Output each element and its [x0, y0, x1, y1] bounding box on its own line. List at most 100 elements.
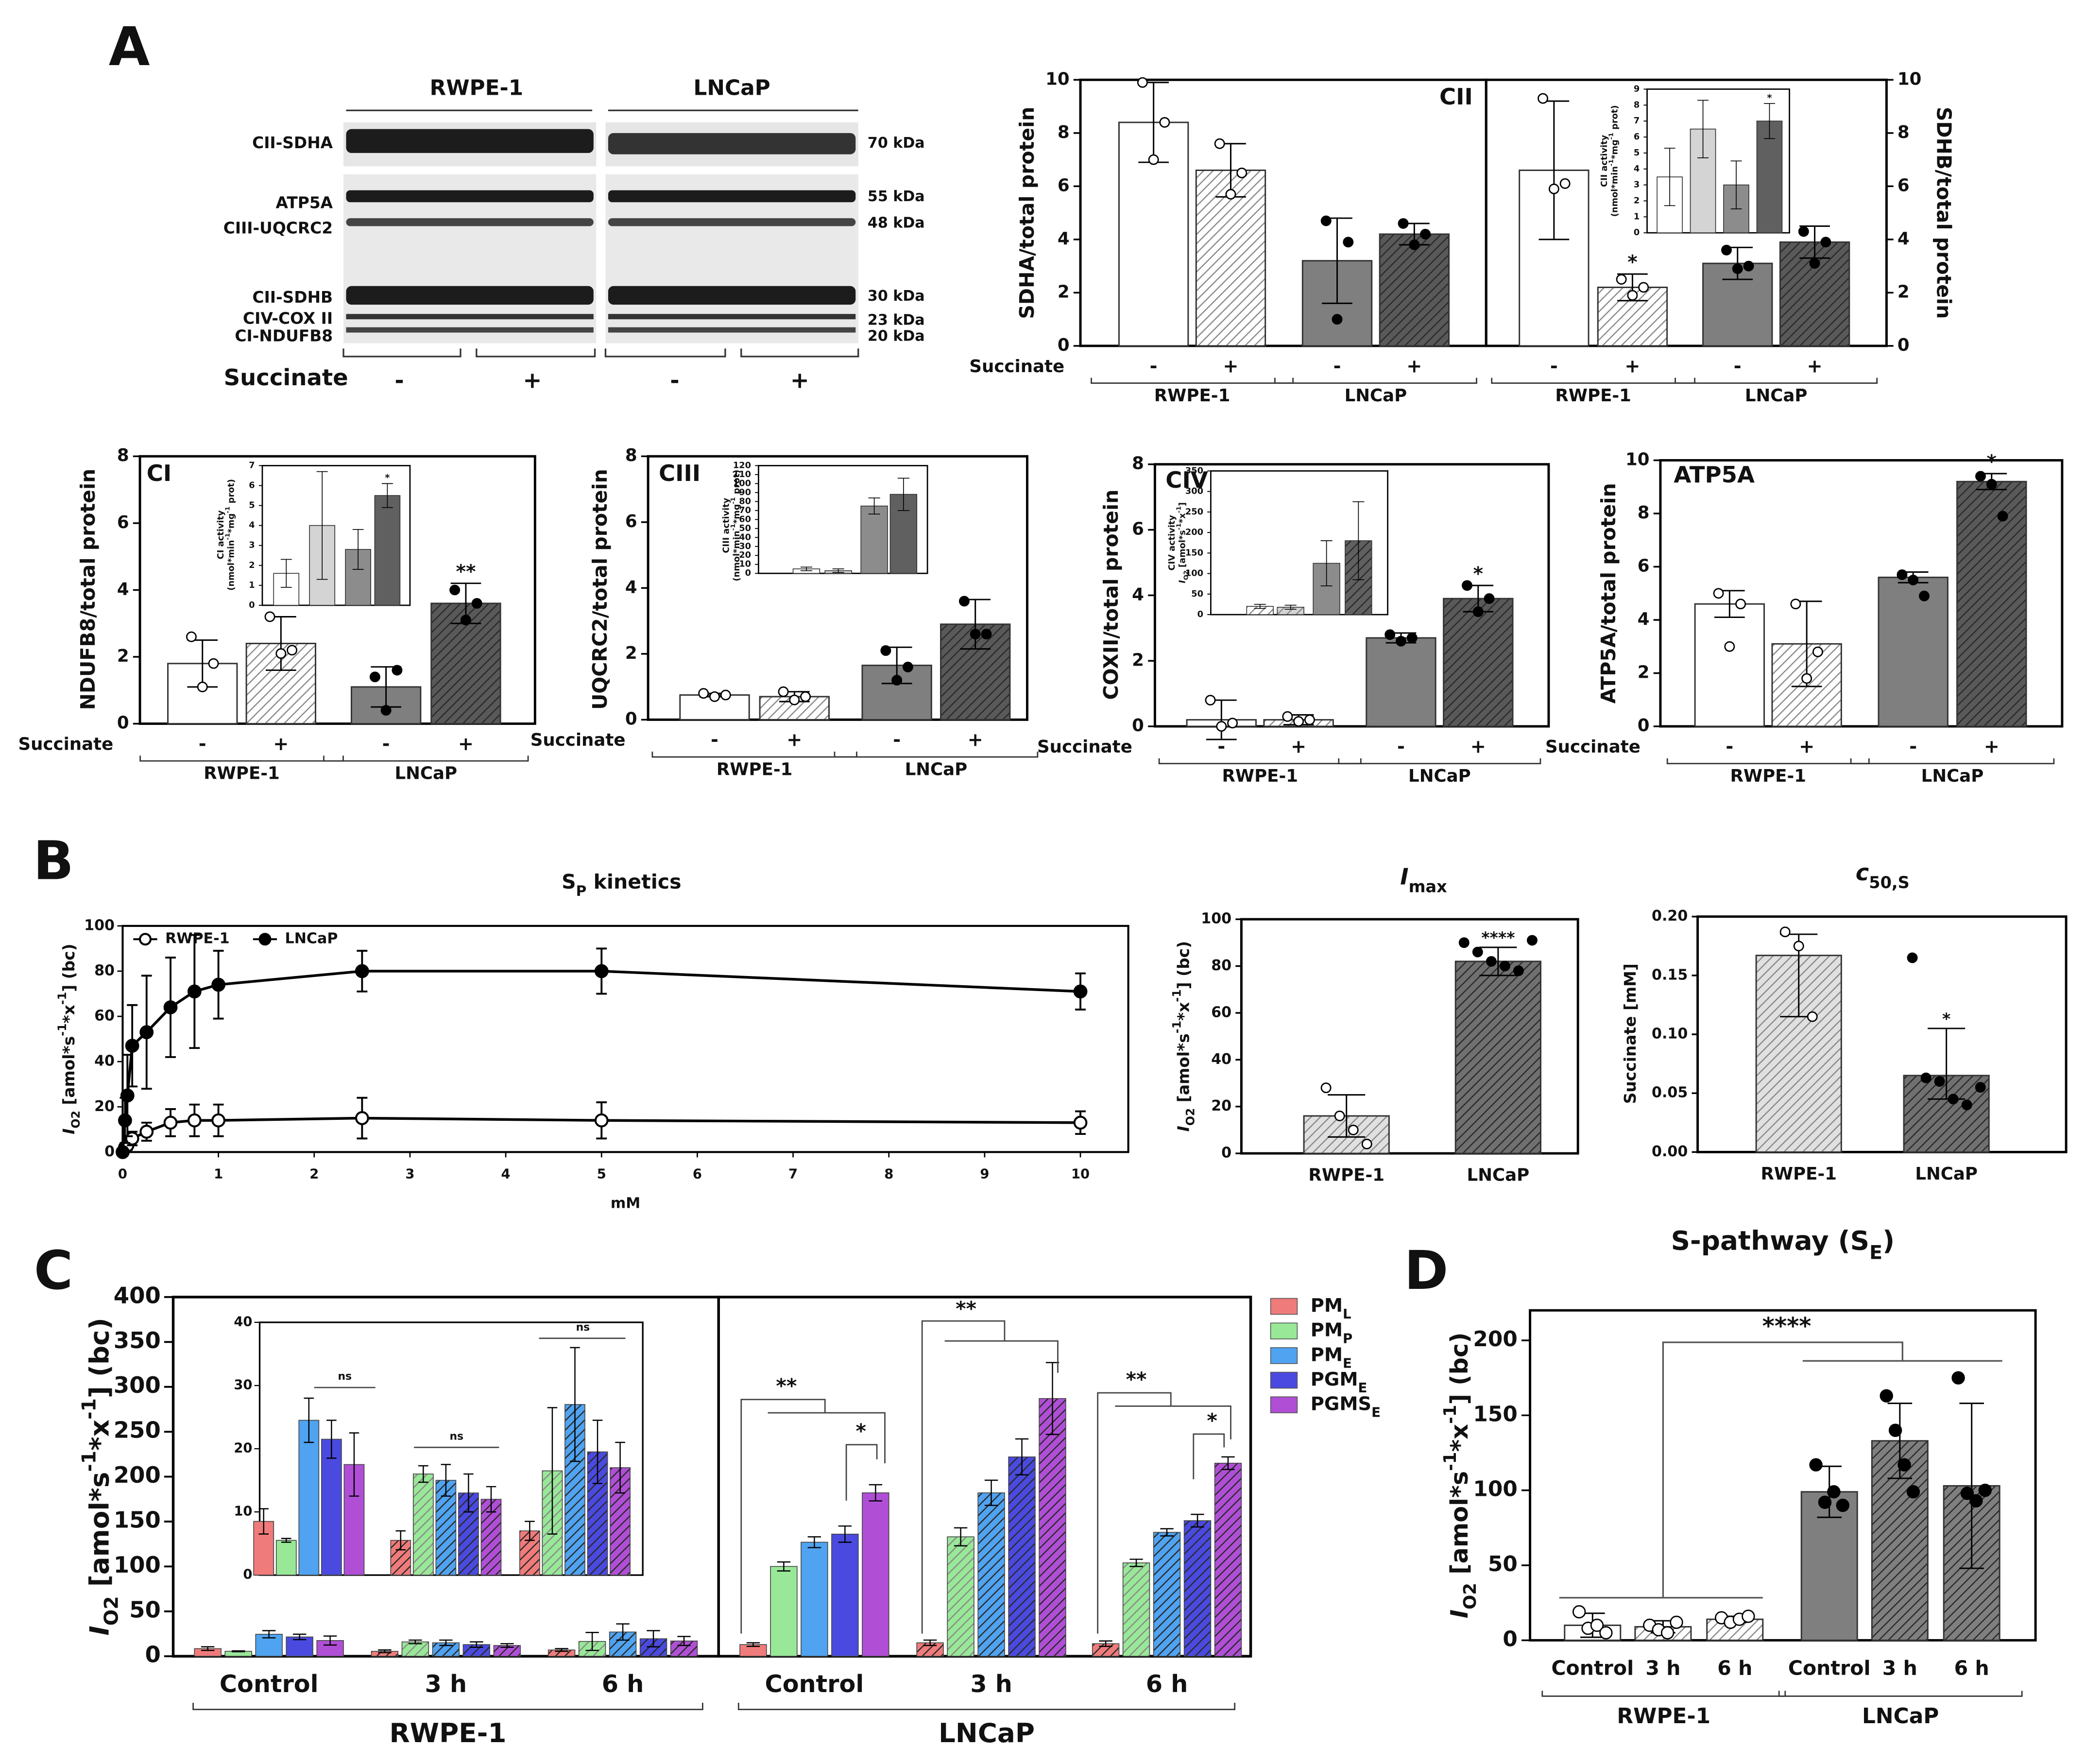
x-axis-label: Succinate: [1037, 737, 1132, 757]
text-part: -1: [78, 1451, 100, 1472]
group-label: RWPE-1: [717, 759, 793, 779]
group-bracket: [1778, 1691, 2023, 1697]
data-point: [1073, 984, 1088, 999]
data-point: [1559, 178, 1571, 189]
bar: [862, 1492, 889, 1657]
x-tick-label: +: [458, 733, 474, 755]
x-tick-label: -: [1550, 355, 1558, 377]
y-axis-label: (nmol*min-1*mg-1 prot): [1607, 105, 1620, 217]
group-label: RWPE-1: [204, 764, 280, 784]
data-point: [208, 658, 219, 669]
y-tick-label: 2: [1058, 282, 1070, 302]
text-part: [amol*s: [1177, 530, 1187, 570]
group-label: LNCaP: [905, 759, 968, 779]
significance: **: [956, 1297, 976, 1320]
text-part: *x: [1177, 513, 1187, 523]
text-part: *x: [84, 1420, 115, 1451]
legend-label: PME: [1311, 1344, 1352, 1371]
y-tick-label: 2: [117, 646, 129, 666]
data-point: [1779, 926, 1791, 938]
data-point: [1721, 244, 1732, 256]
data-point: [1334, 1111, 1345, 1121]
y-tick-label: 5: [1634, 148, 1640, 158]
error-bar: [262, 1630, 276, 1639]
legend-swatch: [1270, 1371, 1298, 1389]
data-point: [594, 964, 609, 978]
data-point: [958, 596, 970, 607]
y-axis-label: ATP5A/total protein: [1597, 483, 1620, 703]
significance-bracket: [1559, 1341, 2002, 1599]
data-point: [698, 688, 709, 699]
y-tick-label: 100: [1201, 910, 1231, 927]
error-bar: [1129, 1558, 1143, 1567]
group-bracket: [1338, 758, 1541, 765]
y-tick-label: 40: [739, 532, 751, 542]
group-bracket: [1274, 377, 1477, 384]
data-point: [1159, 117, 1170, 128]
significance: ns: [449, 1430, 463, 1442]
text-part: I: [1400, 863, 1408, 890]
text-part: prot): [732, 470, 742, 497]
error-bar: [326, 1420, 337, 1459]
group-label: RWPE-1: [1154, 386, 1230, 406]
chart-title: Imax: [1400, 863, 1447, 896]
size-label: 48 kDa: [868, 215, 925, 232]
text-part: O2: [68, 1111, 82, 1129]
data-point: [1627, 290, 1638, 301]
data-point: [1616, 274, 1627, 285]
x-tick-label: 3 h: [425, 1670, 467, 1698]
data-point: [1214, 138, 1225, 149]
x-tick-label: -: [711, 729, 718, 751]
y-axis-label: CIII activity: [721, 497, 732, 553]
significance: *: [1627, 252, 1637, 274]
y-tick-label: 90: [739, 487, 751, 497]
error-bar: [323, 1635, 337, 1646]
significance-bracket: [921, 1320, 1059, 1634]
text-part: -1: [224, 506, 231, 513]
data-point: [1205, 695, 1216, 706]
x-tick-label: +: [1470, 736, 1486, 757]
error-bar: [1320, 540, 1333, 586]
data-point: [970, 629, 981, 640]
error-bar: [441, 1464, 451, 1497]
significance: *: [1942, 1009, 1950, 1028]
error-bar: [486, 1486, 496, 1513]
y-tick-label: 80: [1211, 957, 1231, 974]
legend-label: PGME: [1311, 1368, 1367, 1395]
data-point: [197, 682, 208, 692]
y-tick-label: 2: [625, 643, 637, 663]
data-point: [1961, 1099, 1972, 1111]
error-bar: [1284, 604, 1297, 610]
y-tick-label: 150: [114, 1507, 161, 1533]
y-tick-label: 7: [1634, 116, 1640, 126]
text-part: O2: [1183, 1108, 1197, 1126]
group-label: RWPE-1: [1617, 1704, 1710, 1729]
text-part: [amol*s: [1174, 1033, 1193, 1108]
x-axis-label: mM: [611, 1195, 640, 1212]
y-tick-label: 8: [1634, 100, 1640, 110]
data-point: [594, 1113, 609, 1128]
y-tick-label: 0: [117, 713, 129, 733]
y-tick-label: 8: [1058, 122, 1070, 142]
data-point: [392, 665, 403, 676]
chart-title: ATP5A: [1674, 462, 1755, 488]
significance-bracket: [740, 1399, 886, 1634]
y-tick-label: 20: [94, 1098, 115, 1115]
error-bar: [352, 529, 364, 570]
text-part: -1: [1175, 506, 1182, 513]
x-tick-label: -: [893, 729, 901, 751]
error-bar: [1928, 1028, 1965, 1100]
x-tick-label: -: [1217, 736, 1225, 757]
y-tick-label: 10: [739, 559, 751, 569]
data-point: [1793, 941, 1804, 952]
y-tick-label: 8: [625, 445, 637, 465]
text-part: *x: [1445, 1424, 1473, 1452]
data-point: [1907, 952, 1918, 963]
y-tick-label: 0: [1132, 716, 1144, 736]
data-point: [1820, 237, 1831, 248]
x-axis-label: Succinate: [530, 730, 626, 750]
error-bar: [1664, 148, 1675, 206]
error-bar: [281, 1538, 291, 1543]
text-part: (nmol*min: [1609, 166, 1620, 217]
y-tick-label: 0: [1503, 1627, 1517, 1651]
